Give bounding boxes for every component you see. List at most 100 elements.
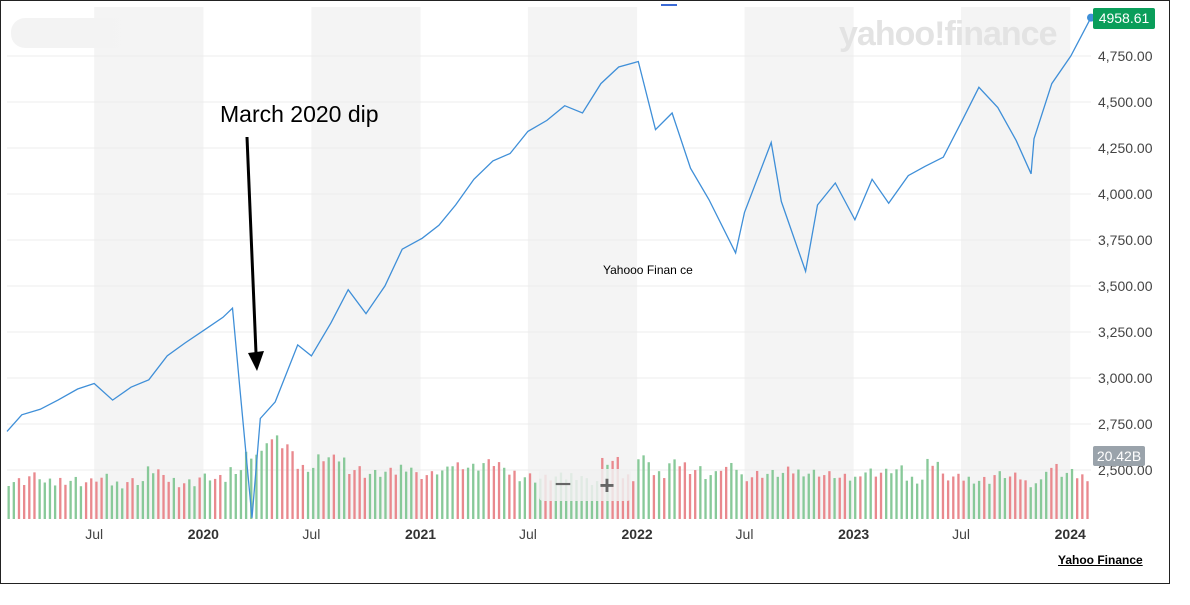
volume-bar [926,458,929,519]
volume-bar [673,459,676,519]
y-tick-label: 2,500.00 [1098,462,1153,478]
volume-bar [389,467,392,519]
volume-bar [152,473,155,519]
volume-bar [910,476,914,519]
volume-bar [786,466,790,519]
period-bands [94,7,1071,519]
volume-bar [167,481,170,519]
volume-bar [446,466,449,519]
volume-bar [864,472,867,519]
volume-bar [936,461,939,519]
source-link[interactable]: Yahoo Finance [1058,553,1143,567]
volume-bar [632,481,635,519]
volume-bar [998,471,1001,519]
volume-bar [797,469,800,519]
symbol-search-box[interactable] [11,18,141,48]
y-tick-label: 2,750.00 [1098,416,1153,432]
volume-bar [306,471,310,519]
volume-bar [363,477,366,519]
volume-bar [410,467,413,519]
volume-bar [53,485,57,519]
volume-bar [725,466,728,519]
volume-bar [435,474,439,519]
volume-bar [17,478,21,519]
volume-bar [146,466,150,519]
volume-bar [503,467,506,519]
volume-bar [590,485,594,519]
volume-bar [730,462,733,519]
volume-bar [508,474,511,519]
volume-bar [1003,478,1007,519]
volume-bar [466,467,470,519]
y-tick-label: 3,750.00 [1098,232,1153,248]
volume-bar [337,461,341,519]
volume-bar [823,475,826,519]
volume-bar [709,475,712,519]
volume-bar [136,485,139,519]
x-tick-label: Jul [85,526,103,542]
volume-bar [74,476,77,519]
volume-bar [7,486,10,519]
x-tick-label: Jul [952,526,970,542]
volume-bar [22,485,26,519]
price-chart[interactable]: 4,750.00 4,500.00 4,250.00 4,000.00 3,750.00… [1,1,1169,583]
volume-bar [843,473,847,519]
volume-bar [121,488,124,519]
volume-bar [750,477,754,519]
x-axis: Jul 2020 Jul 2021 Jul 2022 Jul 2023 Jul 2024 [85,526,1086,542]
volume-bar [771,469,774,519]
volume-bar [79,486,83,519]
volume-bar [983,476,986,519]
volume-bar [828,471,831,519]
volume-bar [1008,476,1012,519]
x-tick-label: Jul [519,526,537,542]
volume-badge: 20.42B [1093,446,1145,466]
x-tick-label: Jul [736,526,754,542]
center-watermark-label: Yahooo Finan ce [603,263,693,277]
zoom-out-button[interactable]: − [554,468,572,501]
volume-bar [833,478,836,519]
volume-bar [48,478,52,519]
volume-bar [100,477,103,519]
volume-bar [1024,480,1027,519]
volume-bar [353,470,356,519]
volume-bar [1045,471,1048,519]
volume-bar [885,468,888,519]
volume-bar [905,480,908,519]
volume-bar [425,475,428,519]
volume-bar [296,468,299,519]
volume-bar [28,476,31,519]
volume-bar [735,469,738,519]
volume-bar [1076,478,1079,519]
volume-bar [343,457,346,519]
volume-bar [348,474,351,519]
volume-bar [879,472,883,519]
volume-bar [781,472,785,519]
volume-bar [1060,476,1063,519]
volume-bar [281,448,284,519]
volume-bar [172,477,176,519]
y-tick-label: 4,750.00 [1098,48,1153,64]
zoom-in-button[interactable]: + [599,470,615,500]
volume-bar [270,439,274,519]
volume-bar [854,476,857,519]
yahoo-finance-watermark: yahoo!finance [839,15,1057,53]
volume-bar [373,469,377,519]
volume-bar [895,469,898,519]
volume-bar [1050,467,1053,519]
volume-bar [972,483,976,519]
last-price-badge: 4958.61 [1093,8,1155,29]
volume-bar [115,481,119,519]
volume-bar [141,481,145,519]
volume-bar [64,484,67,519]
volume-bar [95,481,98,519]
volume-bar [177,487,181,519]
volume-bar [219,474,222,519]
volume-bar [208,480,212,519]
y-tick-label: 3,250.00 [1098,324,1153,340]
volume-bar [131,478,134,519]
volume-bar [38,479,41,519]
volume-bar [188,479,191,519]
volume-bar [260,450,263,519]
volume-bar [678,466,681,519]
